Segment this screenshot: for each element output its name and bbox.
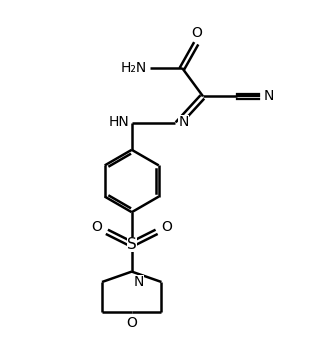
Text: S: S — [127, 237, 137, 252]
Text: O: O — [192, 26, 202, 40]
Text: O: O — [126, 316, 137, 330]
Text: N: N — [179, 115, 189, 130]
Text: O: O — [161, 220, 172, 234]
Text: O: O — [91, 220, 102, 234]
Text: N: N — [264, 89, 274, 103]
Text: H₂N: H₂N — [121, 61, 147, 75]
Text: N: N — [133, 274, 144, 289]
Text: HN: HN — [109, 115, 129, 130]
